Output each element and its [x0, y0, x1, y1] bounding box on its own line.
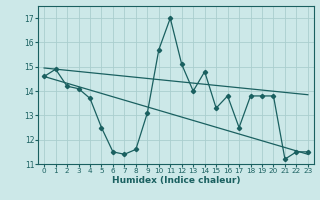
X-axis label: Humidex (Indice chaleur): Humidex (Indice chaleur): [112, 176, 240, 185]
